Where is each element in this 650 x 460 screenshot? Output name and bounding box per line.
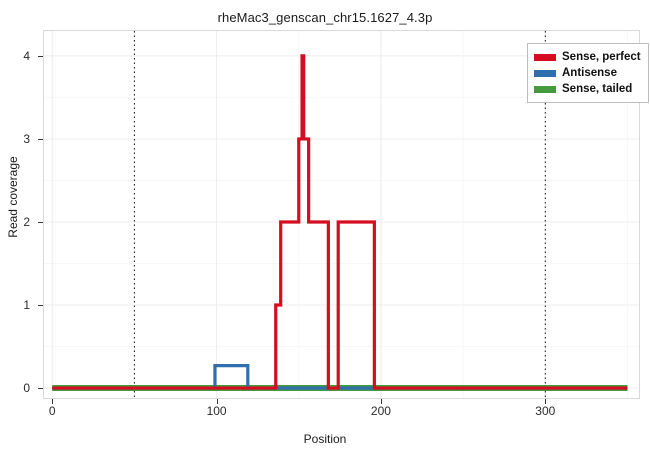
x-axis-title: Position	[303, 432, 347, 446]
y-tick-label-0: 0	[23, 381, 30, 396]
x-tick-mark-300	[545, 399, 547, 404]
legend: Sense, perfect Antisense Sense, tailed	[527, 43, 649, 103]
legend-item-3[interactable]: Sense, tailed	[534, 81, 641, 97]
legend-label: Sense, tailed	[562, 83, 633, 95]
plot-svg	[44, 31, 639, 398]
x-tick-label-200: 200	[370, 404, 391, 418]
legend-swatch-icon	[534, 69, 556, 77]
legend-swatch-icon	[534, 53, 556, 61]
y-tick-mark-1	[38, 305, 43, 306]
x-tick-mark-100	[216, 399, 218, 404]
x-tick-label-0: 0	[48, 404, 56, 418]
x-tick-mark-0	[52, 399, 54, 404]
y-tick-label-3: 3	[23, 131, 30, 146]
y-tick-mark-2	[38, 221, 43, 223]
x-tick-mark-200	[380, 399, 382, 404]
series-line-antisense	[52, 364, 628, 390]
y-tick-mark-3	[38, 138, 43, 140]
legend-item-1[interactable]: Sense, perfect	[534, 49, 641, 65]
y-tick-label-2: 2	[23, 214, 30, 229]
chart-title: rheMac3_genscan_chr15.1627_4.3p	[217, 10, 433, 25]
y-tick-mark-4	[38, 55, 43, 57]
x-tick-label-100: 100	[206, 404, 227, 418]
y-axis-title: Read coverage	[6, 156, 20, 238]
x-tick-label-300: 300	[535, 404, 556, 418]
y-tick-mark-0	[38, 388, 43, 390]
legend-swatch-icon	[534, 85, 556, 93]
y-tick-label-1: 1	[23, 298, 30, 312]
legend-item-2[interactable]: Antisense	[534, 65, 641, 81]
legend-label: Antisense	[562, 67, 617, 79]
legend-label: Sense, perfect	[562, 51, 641, 63]
y-tick-label-4: 4	[23, 48, 30, 63]
series-line-sense-perfect	[52, 54, 628, 390]
